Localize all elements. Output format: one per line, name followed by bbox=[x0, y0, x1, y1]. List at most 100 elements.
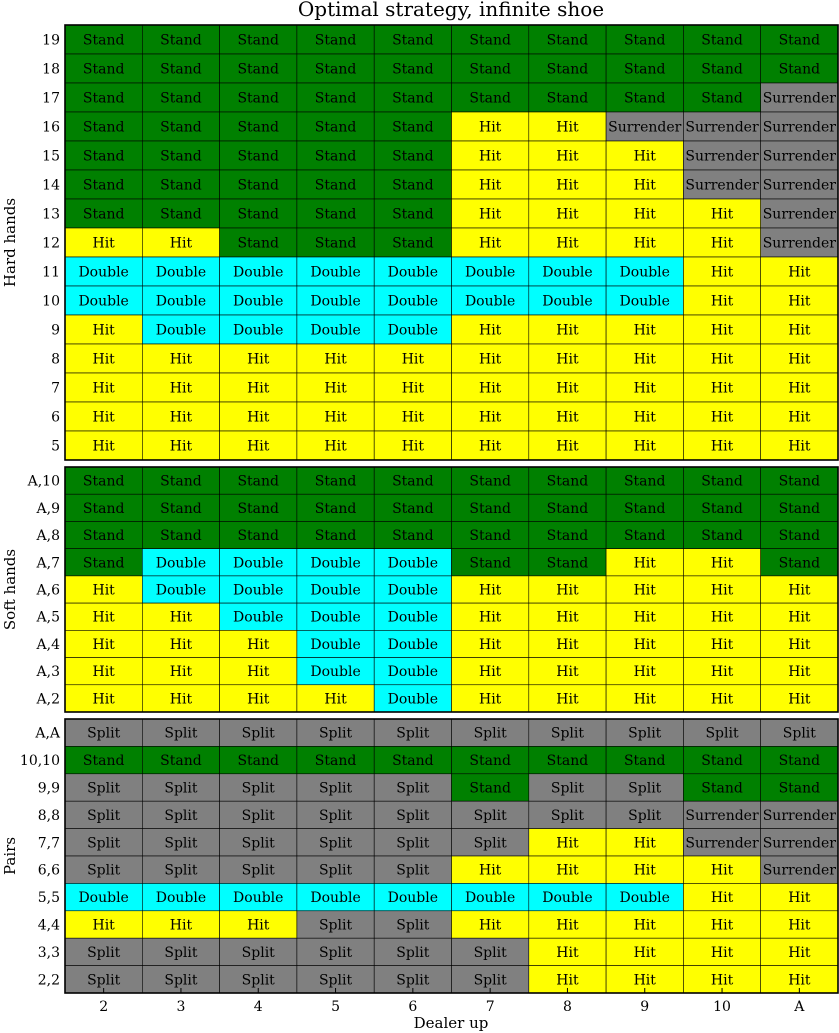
cell-label: Hit bbox=[634, 555, 657, 571]
y-tick-label: 6,6 bbox=[38, 863, 60, 879]
cell-label: Hit bbox=[556, 972, 579, 988]
cell-a-10-vs-9 bbox=[605, 466, 684, 495]
cell-label: Split bbox=[242, 835, 276, 851]
cell-label: Double bbox=[156, 890, 206, 906]
y-tick-label: 5 bbox=[51, 439, 60, 455]
cell-label: Split bbox=[396, 835, 430, 851]
cell-label: Stand bbox=[469, 33, 511, 49]
cell-a-9-vs-10 bbox=[683, 493, 762, 522]
cell-label: Hit bbox=[788, 583, 811, 599]
x-tick-label: 9 bbox=[640, 999, 649, 1015]
panel-ylabel: Soft hands bbox=[1, 549, 19, 630]
cell-8-vs-10 bbox=[683, 343, 762, 374]
cell-label: Stand bbox=[160, 501, 202, 517]
x-tick-label: 3 bbox=[176, 999, 185, 1015]
cell-label: Stand bbox=[315, 236, 357, 252]
cell-a-3-vs-4 bbox=[219, 657, 298, 686]
x-tick-label: 6 bbox=[408, 999, 417, 1015]
cell-label: Hit bbox=[711, 439, 734, 455]
cell-label: Split bbox=[628, 808, 662, 824]
y-tick-label: 18 bbox=[42, 62, 60, 78]
cell-13-vs-5 bbox=[296, 198, 375, 229]
cell-label: Hit bbox=[92, 410, 115, 426]
cell-3-3-vs-a bbox=[760, 937, 839, 966]
cell-17-vs-10 bbox=[683, 82, 762, 113]
cell-label: Stand bbox=[392, 236, 434, 252]
cell-a-2-vs-2 bbox=[64, 684, 143, 713]
cell-label: Stand bbox=[779, 753, 821, 769]
cell-label: Split bbox=[474, 835, 508, 851]
cell-7-7-vs-3 bbox=[142, 828, 220, 857]
cell-a-2-vs-a bbox=[760, 684, 839, 713]
cell-label: Hit bbox=[634, 972, 657, 988]
cell-label: Double bbox=[542, 294, 592, 310]
cell-a-9-vs-4 bbox=[219, 493, 298, 522]
cell-label: Hit bbox=[634, 178, 657, 194]
cell-label: Split bbox=[396, 863, 430, 879]
cell-label: Hit bbox=[479, 236, 502, 252]
cell-9-vs-4 bbox=[219, 314, 298, 345]
cell-label: Hit bbox=[788, 664, 811, 680]
y-tick-label: 4,4 bbox=[38, 918, 60, 934]
cell-label: Double bbox=[388, 265, 438, 281]
cell-18-vs-a bbox=[760, 53, 839, 84]
cell-label: Hit bbox=[479, 178, 502, 194]
cell-label: Double bbox=[156, 323, 206, 339]
cell-a-4-vs-8 bbox=[528, 630, 607, 658]
cell-a-4-vs-5 bbox=[296, 630, 375, 658]
cell-label: Hit bbox=[634, 664, 657, 680]
cell-8-8-vs-7 bbox=[451, 800, 530, 829]
cell-label: Stand bbox=[315, 474, 357, 490]
panel-pairs: Split Split Split Split Split Split Split Split… bbox=[1, 718, 839, 994]
cell-12-vs-8 bbox=[528, 227, 607, 258]
cell-4-4-vs-a bbox=[760, 910, 839, 939]
y-tick-label: 2,2 bbox=[38, 972, 60, 988]
cell-a-5-vs-6 bbox=[373, 602, 452, 631]
cell-a-a-vs-a bbox=[760, 718, 839, 747]
y-tick-label: 15 bbox=[42, 149, 60, 165]
cell-a-5-vs-4 bbox=[219, 602, 298, 631]
cell-label: Stand bbox=[701, 781, 743, 797]
cell-label: Hit bbox=[556, 149, 579, 165]
cell-10-10-vs-5 bbox=[296, 746, 375, 775]
cell-label: Stand bbox=[469, 781, 511, 797]
panel-ylabel: Hard hands bbox=[1, 198, 19, 287]
y-tick-label: A,9 bbox=[36, 501, 60, 517]
cell-6-vs-9 bbox=[605, 401, 684, 432]
cell-14-vs-10 bbox=[683, 169, 762, 200]
cell-label: Split bbox=[319, 726, 353, 742]
x-tick-label: A bbox=[793, 999, 805, 1015]
cell-10-vs-a bbox=[760, 285, 839, 316]
cell-label: Split bbox=[319, 808, 353, 824]
cell-label: Split bbox=[319, 918, 353, 934]
cell-label: Surrender bbox=[763, 178, 837, 194]
cell-6-6-vs-a bbox=[760, 855, 839, 884]
cell-label: Hit bbox=[92, 637, 115, 653]
cell-13-vs-10 bbox=[683, 198, 762, 229]
cell-label: Hit bbox=[324, 381, 347, 397]
cell-label: Split bbox=[474, 945, 508, 961]
cell-11-vs-3 bbox=[142, 256, 220, 287]
cell-label: Double bbox=[78, 294, 128, 310]
cell-label: Stand bbox=[315, 207, 357, 223]
cell-label: Hit bbox=[479, 637, 502, 653]
cell-label: Stand bbox=[160, 474, 202, 490]
cell-4-4-vs-3 bbox=[142, 910, 220, 939]
cell-label: Stand bbox=[701, 501, 743, 517]
cell-label: Stand bbox=[392, 207, 434, 223]
cell-label: Hit bbox=[788, 439, 811, 455]
cell-label: Stand bbox=[83, 528, 125, 544]
cell-16-vs-6 bbox=[373, 111, 452, 142]
cell-label: Hit bbox=[711, 555, 734, 571]
cell-label: Split bbox=[164, 808, 198, 824]
cell-a-9-vs-2 bbox=[64, 493, 143, 522]
cell-label: Hit bbox=[247, 637, 270, 653]
cell-label: Stand bbox=[779, 781, 821, 797]
cell-10-10-vs-a bbox=[760, 746, 839, 775]
cell-label: Stand bbox=[624, 62, 666, 78]
cell-19-vs-a bbox=[760, 24, 839, 55]
cell-a-4-vs-3 bbox=[142, 630, 220, 658]
cell-label: Stand bbox=[779, 528, 821, 544]
y-tick-label: A,5 bbox=[36, 610, 60, 626]
cell-9-9-vs-5 bbox=[296, 773, 375, 802]
